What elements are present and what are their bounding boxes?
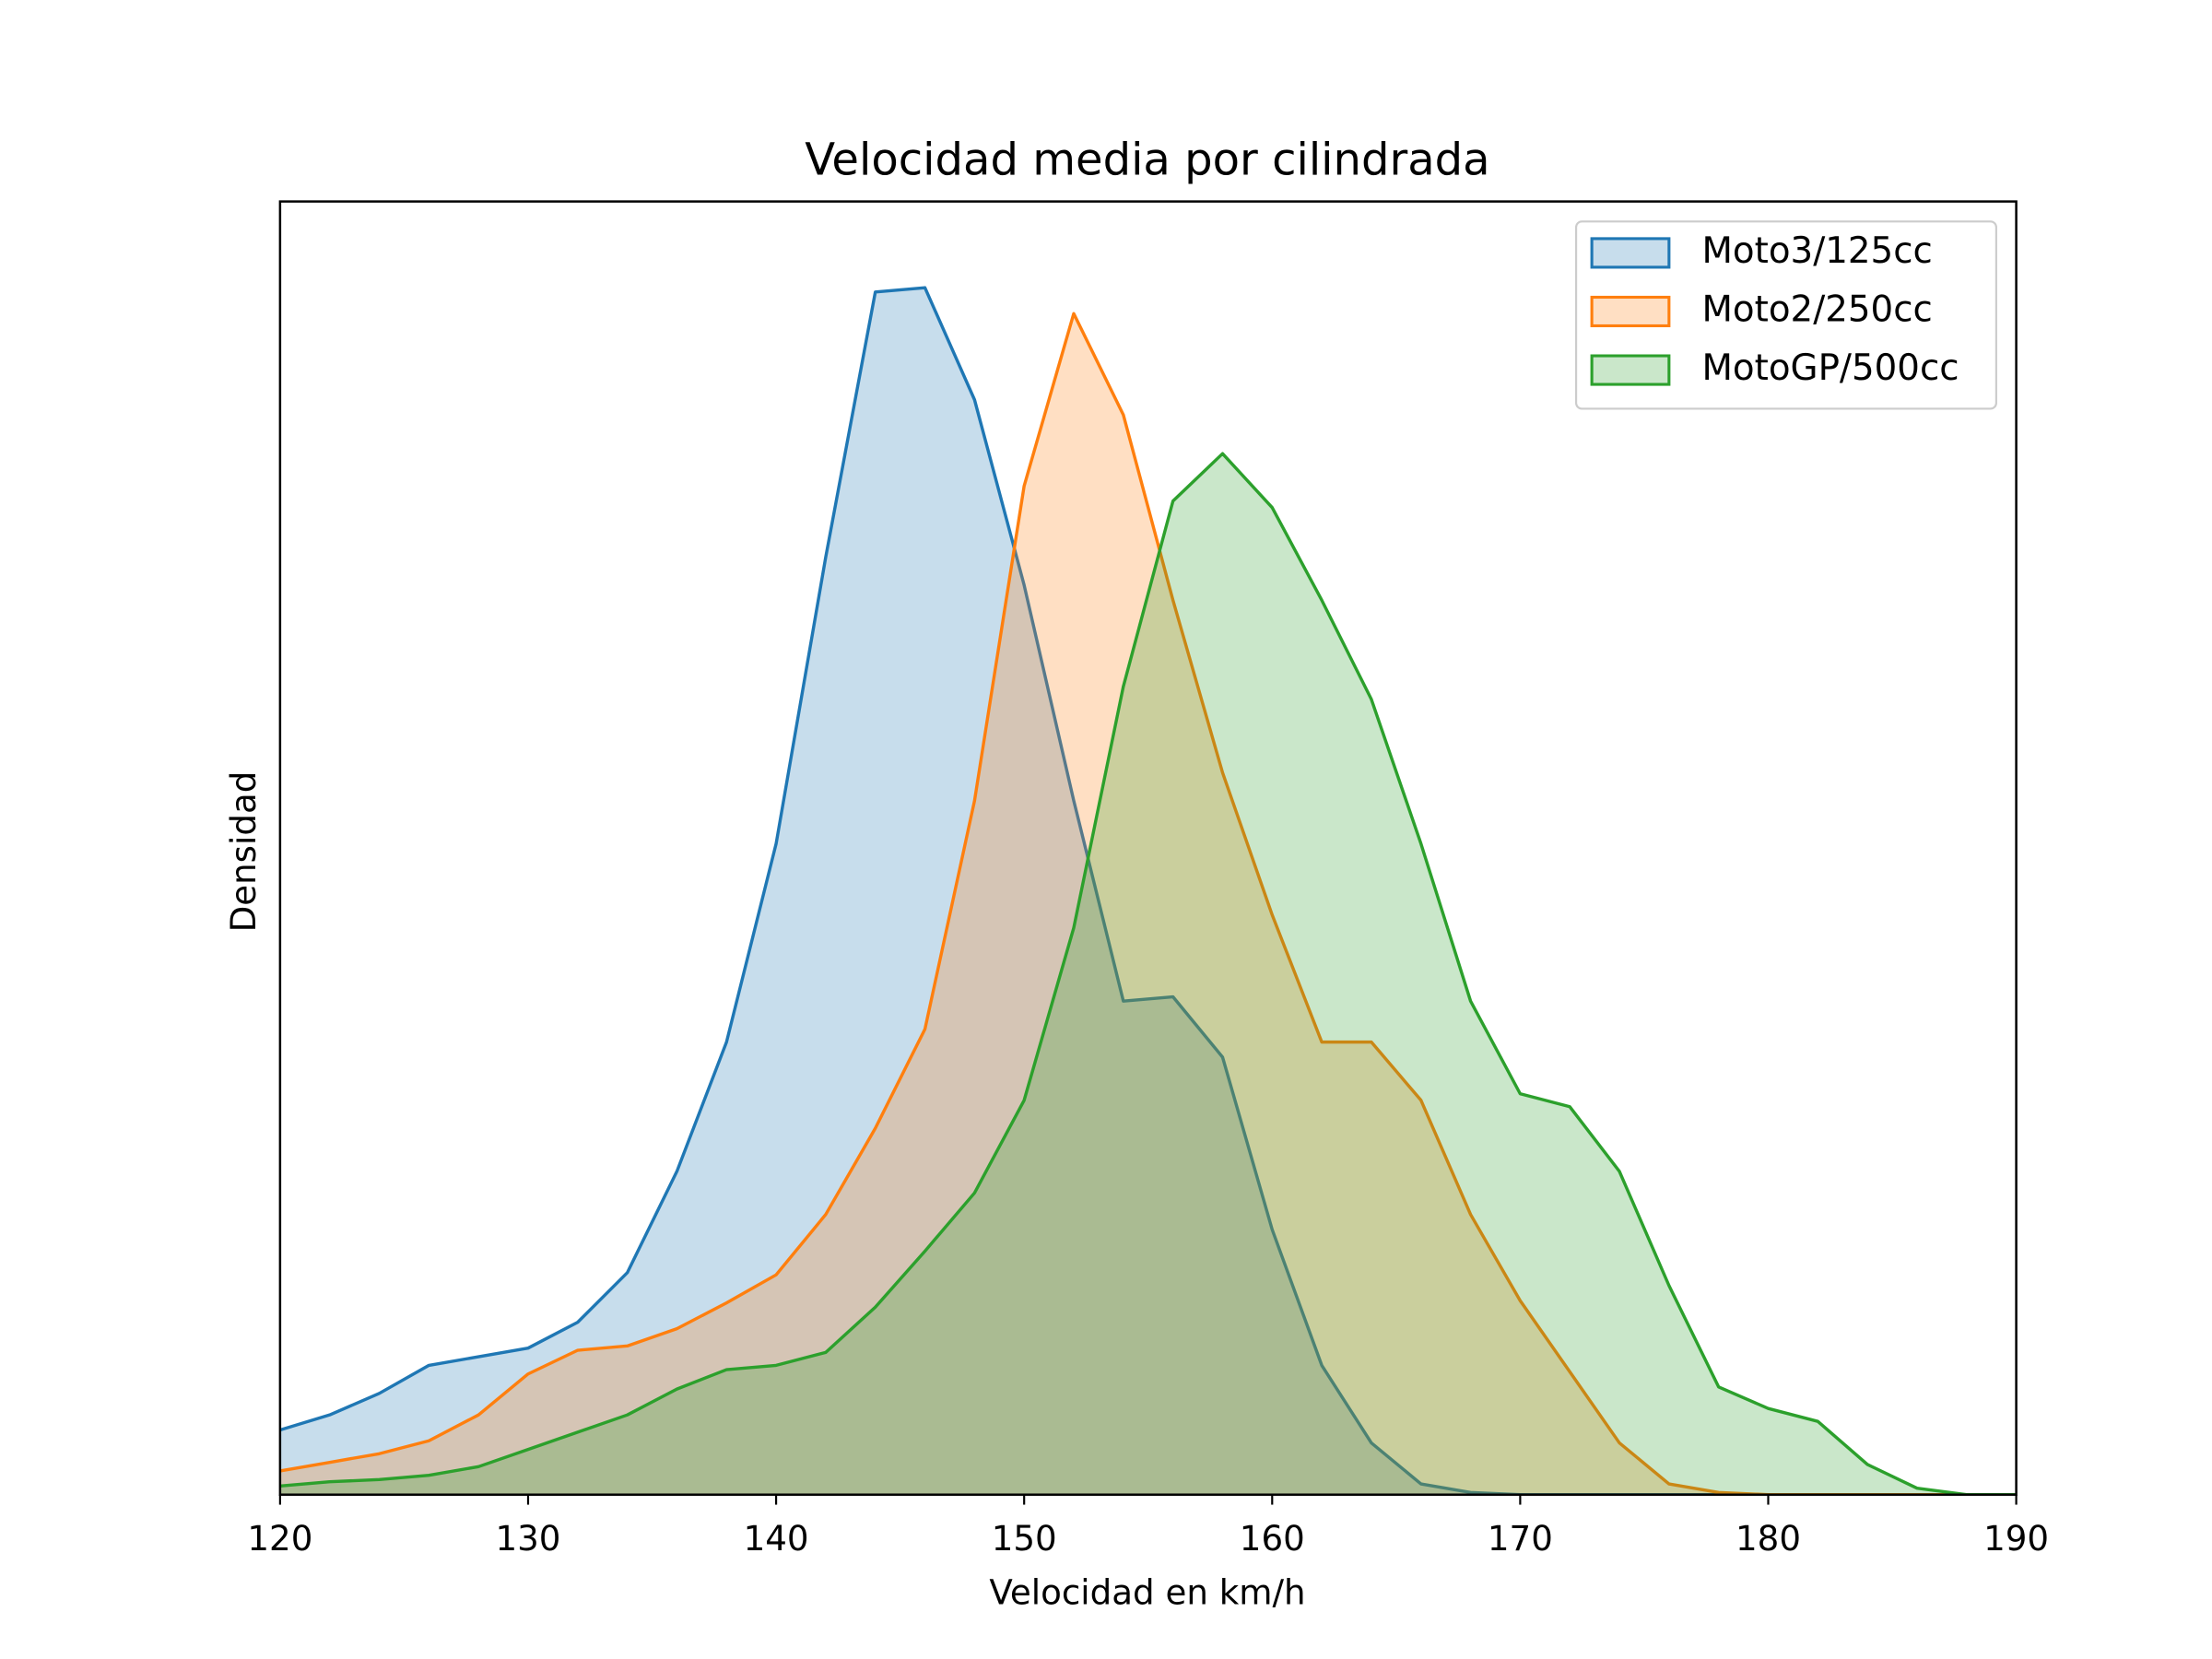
- legend-box: [1574, 220, 1997, 410]
- legend-swatch: [1590, 295, 1671, 328]
- plot-frame: [278, 200, 2018, 1496]
- legend-label: MotoGP/500cc: [1702, 347, 1959, 389]
- density-line: [279, 452, 2017, 1495]
- legend-swatch: [1590, 237, 1671, 269]
- density-line: [279, 312, 2017, 1495]
- x-tick-label: 130: [495, 1518, 560, 1559]
- x-tick-label: 170: [1488, 1518, 1553, 1559]
- density-area: [279, 453, 2017, 1495]
- legend-label: Moto2/250cc: [1702, 288, 1933, 330]
- y-axis-label: Densidad: [223, 771, 264, 933]
- x-tick-label: 190: [1983, 1518, 2049, 1559]
- legend-label: Moto3/125cc: [1702, 230, 1933, 272]
- x-tick-label: 150: [992, 1518, 1057, 1559]
- density-area: [279, 288, 2017, 1495]
- density-area: [279, 313, 2017, 1495]
- density-line: [279, 286, 2017, 1495]
- chart-title: Velocidad media por cilindrada: [805, 135, 1489, 186]
- x-tick-label: 160: [1240, 1518, 1305, 1559]
- x-axis-label: Velocidad en km/h: [989, 1572, 1305, 1613]
- x-tick-label: 120: [247, 1518, 312, 1559]
- x-tick-label: 140: [744, 1518, 809, 1559]
- legend-swatch: [1590, 354, 1671, 386]
- x-tick-label: 180: [1735, 1518, 1801, 1559]
